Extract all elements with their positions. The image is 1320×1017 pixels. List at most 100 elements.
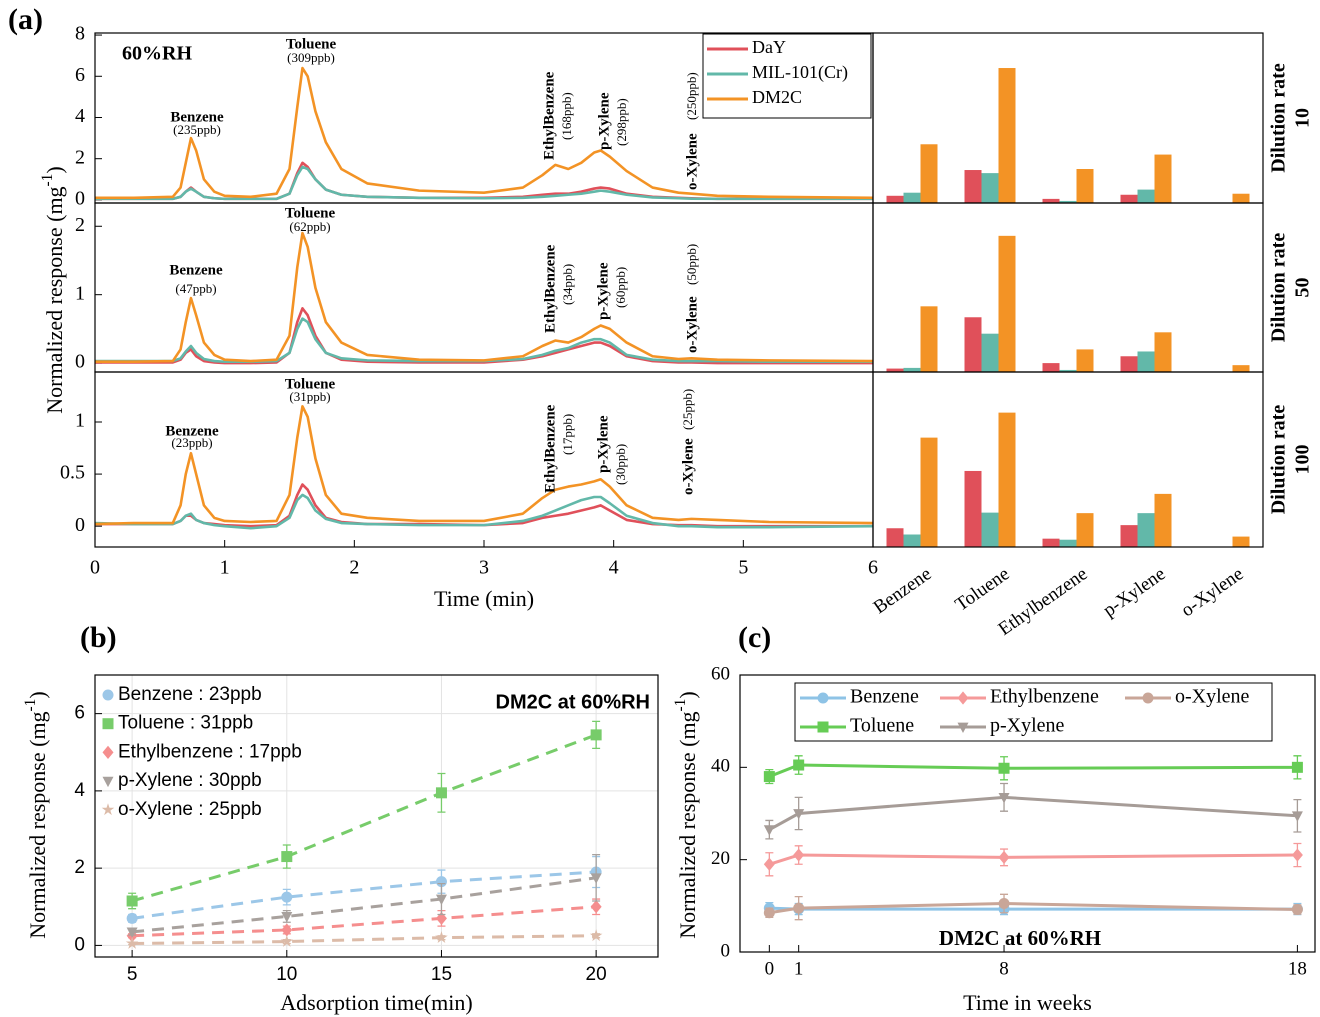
bar (1154, 493, 1172, 547)
legend-label: p-Xylene (990, 715, 1065, 737)
legend-label: Ethylbenzene (990, 686, 1099, 708)
peak-label: p-Xylene (595, 415, 611, 473)
y-axis-label: Normalized response (mg-1) (22, 691, 51, 938)
series-line (132, 905, 597, 938)
peak-detail: (17ppb) (560, 414, 575, 455)
series-line (95, 317, 873, 364)
marker (793, 902, 805, 914)
y-axis-label: Normalized response (mg-1) (39, 166, 68, 413)
bar (1042, 538, 1060, 547)
chart-annotation: DM2C at 60%RH (939, 926, 1101, 950)
y-axis-label-text: Normalized response (mg (25, 711, 50, 938)
y-tick-label: 0 (75, 351, 85, 373)
y-tick-label: 6 (75, 64, 85, 86)
series-line (131, 870, 597, 920)
bar (981, 512, 999, 547)
marker (1291, 848, 1303, 862)
marker (793, 848, 805, 862)
bar (903, 367, 921, 372)
legend-label: MIL-101(Cr) (752, 62, 848, 83)
peak-label: EthylBenzene (542, 404, 558, 493)
marker (590, 873, 602, 884)
marker (126, 927, 138, 938)
bar (964, 170, 982, 203)
bar (1137, 189, 1155, 203)
marker (793, 759, 805, 771)
bar (981, 173, 999, 203)
series-line (95, 231, 874, 364)
marker (957, 691, 969, 705)
side-label: Dilution rate (1268, 405, 1290, 515)
bar (1120, 194, 1138, 203)
series-line (132, 934, 597, 945)
marker (125, 936, 139, 949)
side-label: Dilution rate (1268, 63, 1290, 173)
y-tick-label: 2 (75, 214, 85, 236)
peak-label: Toluene (285, 205, 336, 221)
marker (590, 729, 602, 741)
y-tick-label: 8 (75, 23, 85, 45)
series-line (94, 405, 874, 526)
legend-label: o-Xylene (1175, 686, 1250, 708)
series-line (769, 902, 1298, 915)
bar (1154, 332, 1172, 372)
x-tick-label: p-Xylene (1099, 563, 1169, 621)
bar (1232, 193, 1250, 203)
peak-detail: (60ppb) (613, 267, 628, 308)
y-axis-label-text: Normalized response (mg (675, 711, 700, 938)
bar (964, 317, 982, 372)
y-tick-label: 0 (74, 934, 85, 955)
peak-label: o-Xylene (684, 133, 700, 190)
peak-detail: (50ppb) (684, 244, 699, 285)
legend-box (794, 682, 1273, 742)
marker (435, 911, 447, 925)
legend-label: DM2C (752, 87, 802, 107)
x-tick-label: Toluene (951, 563, 1013, 615)
y-tick-label: 0 (721, 940, 731, 961)
y-axis-label-superscript: -1 (39, 174, 56, 187)
marker (793, 809, 805, 820)
bar (920, 437, 938, 547)
x-tick-label: 15 (431, 964, 452, 985)
peak-label: Benzene (165, 423, 219, 439)
plot-frame (872, 371, 1264, 548)
legend-label: p-Xylene : 30ppb (118, 770, 262, 791)
marker (435, 787, 447, 799)
x-tick-label: 6 (868, 557, 878, 579)
marker (102, 718, 114, 730)
marker (763, 825, 775, 836)
peak-label: Toluene (286, 36, 337, 52)
peak-detail: (34ppb) (560, 264, 575, 305)
marker (998, 792, 1010, 804)
marker (281, 851, 293, 863)
series-line (95, 165, 873, 201)
x-tick-label: 3 (479, 557, 489, 579)
peak-detail: (235ppb) (173, 122, 221, 137)
x-tick-label: 8 (999, 958, 1009, 979)
marker (589, 929, 603, 942)
peak-label: Benzene (170, 109, 224, 125)
bar (1059, 369, 1077, 372)
x-tick-label: 18 (1288, 958, 1307, 979)
bar (1042, 198, 1060, 203)
peak-detail: (168ppb) (559, 92, 574, 140)
bar (903, 192, 921, 203)
plot-frame (94, 674, 659, 958)
series-line (95, 307, 873, 365)
panel-label: (a) (8, 3, 43, 36)
marker (1291, 811, 1303, 822)
y-axis-label-close: ) (25, 691, 50, 698)
marker (1142, 692, 1154, 704)
x-tick-label: o-Xylene (1177, 563, 1247, 621)
peak-label: EthylBenzene (541, 71, 557, 160)
marker (280, 934, 294, 947)
x-axis-label: Adsorption time(min) (280, 990, 472, 1015)
y-tick-label: 0.5 (60, 462, 85, 484)
peak-detail: (47ppb) (175, 281, 216, 296)
marker (998, 898, 1010, 910)
bar (1059, 539, 1077, 547)
y-tick-label: 20 (711, 848, 730, 869)
marker (998, 850, 1010, 864)
bar (920, 306, 938, 372)
panel-label: (c) (738, 621, 771, 654)
